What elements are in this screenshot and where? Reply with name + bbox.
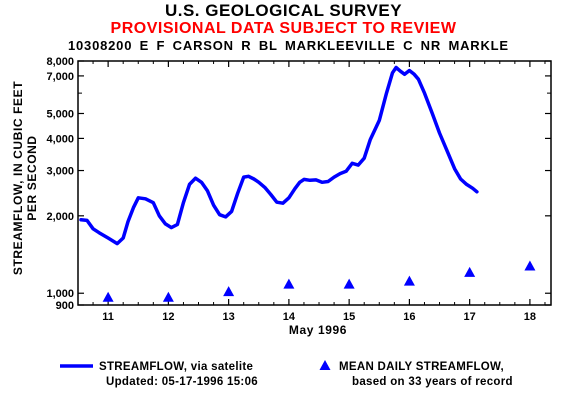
legend-mean-label: MEAN DAILY STREAMFLOW,: [339, 361, 504, 373]
y-tick-label: 3,000: [46, 166, 74, 178]
x-tick-label: 17: [464, 311, 476, 323]
series-mean-daily-markers: [102, 260, 536, 302]
x-tick-label: 16: [403, 311, 415, 323]
legend-updated-label: Updated: 05-17-1996 15:06: [106, 376, 258, 388]
y-axis-title-line2: PER SECOND: [25, 135, 39, 220]
legend-triangle-marker: [319, 360, 331, 370]
y-tick-label: 4,000: [46, 133, 74, 145]
y-tick-label: 7,000: [46, 71, 74, 83]
mean-daily-marker: [403, 275, 415, 286]
x-axis: 11 12 13 14 15 16 17 18: [77, 61, 546, 323]
legend-mean-sublabel: based on 33 years of record: [352, 376, 513, 388]
mean-daily-marker: [223, 286, 235, 297]
mean-daily-marker: [102, 291, 114, 302]
mean-daily-marker: [283, 278, 295, 289]
x-tick-label: 18: [524, 311, 536, 323]
x-tick-label: 11: [102, 311, 114, 323]
mean-daily-marker: [524, 260, 536, 271]
mean-daily-marker: [464, 266, 476, 277]
y-tick-label: 2,000: [46, 211, 74, 223]
plot-area: [77, 60, 552, 306]
y-axis-title-line1: STREAMFLOW, IN CUBIC FEET: [11, 81, 25, 275]
x-tick-label: 12: [162, 311, 174, 323]
y-tick-label: 8,000: [46, 56, 74, 68]
mean-daily-marker: [343, 278, 355, 289]
x-tick-label: 15: [343, 311, 355, 323]
y-tick-label: 1,000: [46, 288, 74, 300]
y-tick-label: 900: [56, 300, 74, 312]
series-streamflow-line: [79, 65, 479, 246]
x-tick-label: 13: [223, 311, 235, 323]
mean-daily-marker: [162, 291, 174, 302]
x-axis-title: May 1996: [289, 323, 347, 337]
agency-title: U.S. GEOLOGICAL SURVEY: [164, 1, 403, 20]
legend-streamflow-label: STREAMFLOW, via satelite: [99, 361, 253, 373]
provisional-notice: PROVISIONAL DATA SUBJECT TO REVIEW: [110, 20, 457, 37]
x-tick-label: 14: [283, 311, 296, 323]
station-title: 10308200 E F CARSON R BL MARKLEEVILLE C …: [68, 38, 509, 53]
y-tick-label: 5,000: [46, 108, 74, 120]
legend: STREAMFLOW, via satelite Updated: 05-17-…: [60, 360, 513, 388]
